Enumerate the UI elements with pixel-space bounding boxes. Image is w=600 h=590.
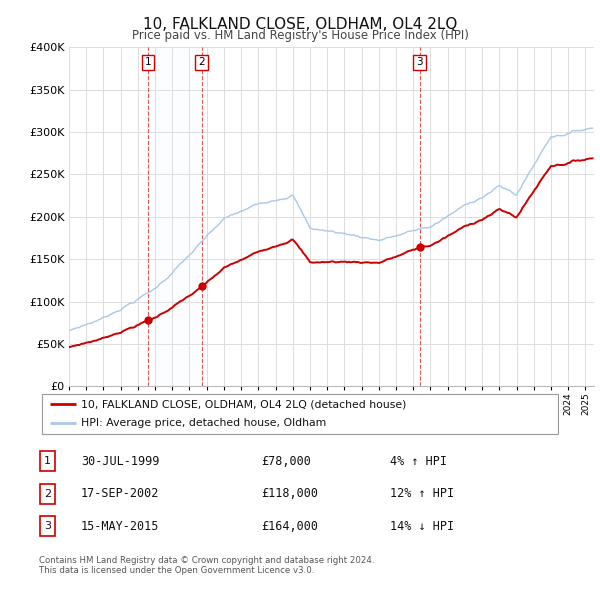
Text: 1: 1 xyxy=(44,457,51,466)
FancyBboxPatch shape xyxy=(40,484,55,504)
Text: Price paid vs. HM Land Registry's House Price Index (HPI): Price paid vs. HM Land Registry's House … xyxy=(131,29,469,42)
Text: 17-SEP-2002: 17-SEP-2002 xyxy=(81,487,160,500)
FancyBboxPatch shape xyxy=(40,516,55,536)
Text: 14% ↓ HPI: 14% ↓ HPI xyxy=(390,520,454,533)
Text: 15-MAY-2015: 15-MAY-2015 xyxy=(81,520,160,533)
Text: 12% ↑ HPI: 12% ↑ HPI xyxy=(390,487,454,500)
Text: 10, FALKLAND CLOSE, OLDHAM, OL4 2LQ: 10, FALKLAND CLOSE, OLDHAM, OL4 2LQ xyxy=(143,17,457,31)
Text: 3: 3 xyxy=(416,57,423,67)
Text: 30-JUL-1999: 30-JUL-1999 xyxy=(81,455,160,468)
Text: 2: 2 xyxy=(199,57,205,67)
Text: £78,000: £78,000 xyxy=(261,455,311,468)
Bar xyxy=(148,47,202,386)
Text: 3: 3 xyxy=(44,522,51,531)
FancyBboxPatch shape xyxy=(42,394,558,434)
Text: £164,000: £164,000 xyxy=(261,520,318,533)
Text: £118,000: £118,000 xyxy=(261,487,318,500)
Text: Contains HM Land Registry data © Crown copyright and database right 2024.
This d: Contains HM Land Registry data © Crown c… xyxy=(39,556,374,575)
Text: 4% ↑ HPI: 4% ↑ HPI xyxy=(390,455,447,468)
Text: 10, FALKLAND CLOSE, OLDHAM, OL4 2LQ (detached house): 10, FALKLAND CLOSE, OLDHAM, OL4 2LQ (det… xyxy=(80,399,406,409)
Text: 1: 1 xyxy=(145,57,151,67)
Text: HPI: Average price, detached house, Oldham: HPI: Average price, detached house, Oldh… xyxy=(80,418,326,428)
FancyBboxPatch shape xyxy=(40,451,55,471)
Text: 2: 2 xyxy=(44,489,51,499)
